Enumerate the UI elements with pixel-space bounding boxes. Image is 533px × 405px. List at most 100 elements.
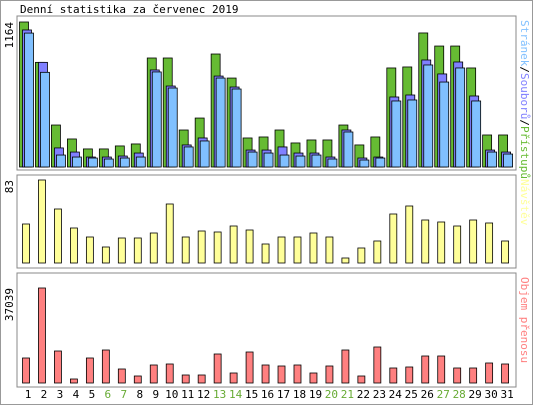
bar xyxy=(117,237,126,264)
bar xyxy=(279,154,290,168)
bar xyxy=(485,362,494,384)
bar xyxy=(343,131,354,168)
bar xyxy=(54,350,62,384)
legend-separator: / xyxy=(518,119,531,126)
legend-entry: Návštěv xyxy=(518,179,531,226)
bar xyxy=(38,287,46,384)
bar xyxy=(40,71,50,168)
bar xyxy=(181,236,190,264)
bar xyxy=(373,240,382,264)
bar xyxy=(245,351,254,384)
bar xyxy=(165,363,174,384)
x-tick-label: 26 xyxy=(421,388,434,401)
x-tick-label: 31 xyxy=(500,388,513,401)
bar xyxy=(439,81,450,168)
bar xyxy=(309,232,318,264)
bar xyxy=(149,364,158,384)
bar xyxy=(405,366,414,384)
bar xyxy=(231,88,242,168)
bar xyxy=(167,87,178,168)
bar xyxy=(133,237,142,264)
x-tick-label: 24 xyxy=(389,388,403,401)
bar xyxy=(293,364,302,384)
bar xyxy=(437,221,446,264)
bar xyxy=(421,219,430,264)
bar xyxy=(263,152,274,168)
bar xyxy=(295,155,306,168)
legend-entry: Stránek xyxy=(518,20,531,67)
x-tick-label: 8 xyxy=(136,388,143,401)
x-tick-label: 28 xyxy=(453,388,466,401)
bar xyxy=(181,374,190,384)
bar xyxy=(24,32,34,168)
bar xyxy=(85,357,94,384)
bar xyxy=(151,71,162,168)
bar xyxy=(373,346,382,384)
x-tick-label: 22 xyxy=(357,388,370,401)
bar xyxy=(389,213,398,264)
bar xyxy=(437,355,446,384)
bar xyxy=(70,378,78,384)
bar xyxy=(325,236,334,264)
bar xyxy=(421,355,430,384)
bar xyxy=(487,151,498,168)
x-tick-label: 10 xyxy=(165,388,178,401)
x-tick-label: 1 xyxy=(25,388,32,401)
bar xyxy=(135,156,146,168)
bar xyxy=(213,353,222,384)
x-tick-label: 11 xyxy=(181,388,194,401)
bar xyxy=(247,151,258,168)
x-tick-label: 19 xyxy=(309,388,322,401)
bar xyxy=(183,146,194,168)
x-tick-label: 7 xyxy=(121,388,128,401)
x-tick-label: 25 xyxy=(405,388,418,401)
bar xyxy=(85,236,94,264)
bar xyxy=(341,257,350,264)
x-tick-label: 15 xyxy=(245,388,258,401)
bar xyxy=(87,157,98,168)
bar xyxy=(277,236,286,264)
bar xyxy=(38,179,46,264)
bar xyxy=(455,67,466,168)
bar xyxy=(245,229,254,264)
bar xyxy=(359,159,370,168)
x-tick-label: 23 xyxy=(373,388,386,401)
x-tick-label: 4 xyxy=(73,388,80,401)
bar xyxy=(405,205,414,264)
bar xyxy=(197,230,206,264)
bar xyxy=(277,365,286,384)
y-tick-label: 37039 xyxy=(3,288,16,321)
bar xyxy=(407,99,418,168)
x-tick-label: 5 xyxy=(89,388,96,401)
x-tick-label: 27 xyxy=(437,388,450,401)
bar xyxy=(375,157,386,168)
legend: Stránek/Souborů/Přístupů xyxy=(518,20,531,179)
bar xyxy=(22,223,30,264)
bar xyxy=(119,157,130,168)
bar xyxy=(501,363,510,384)
bar xyxy=(101,246,110,264)
bar xyxy=(357,375,366,384)
bar xyxy=(453,225,462,264)
bar xyxy=(341,349,350,384)
bar xyxy=(229,372,238,384)
bar xyxy=(103,158,114,168)
x-tick-label: 20 xyxy=(325,388,338,401)
bar xyxy=(293,236,302,264)
y-tick-label: 1164 xyxy=(3,22,16,49)
bar xyxy=(133,375,142,384)
y-tick-label: 83 xyxy=(3,180,16,193)
x-tick-label: 30 xyxy=(485,388,498,401)
x-tick-label: 2 xyxy=(41,388,48,401)
x-tick-label: 29 xyxy=(469,388,482,401)
bar xyxy=(453,367,462,384)
bar xyxy=(261,243,270,264)
legend-entry: Souborů xyxy=(518,73,531,119)
bar xyxy=(56,154,66,168)
x-tick-label: 6 xyxy=(105,388,112,401)
bar xyxy=(309,372,318,384)
bar xyxy=(101,349,110,384)
legend: Návštěv xyxy=(518,179,531,226)
bar xyxy=(485,222,494,264)
